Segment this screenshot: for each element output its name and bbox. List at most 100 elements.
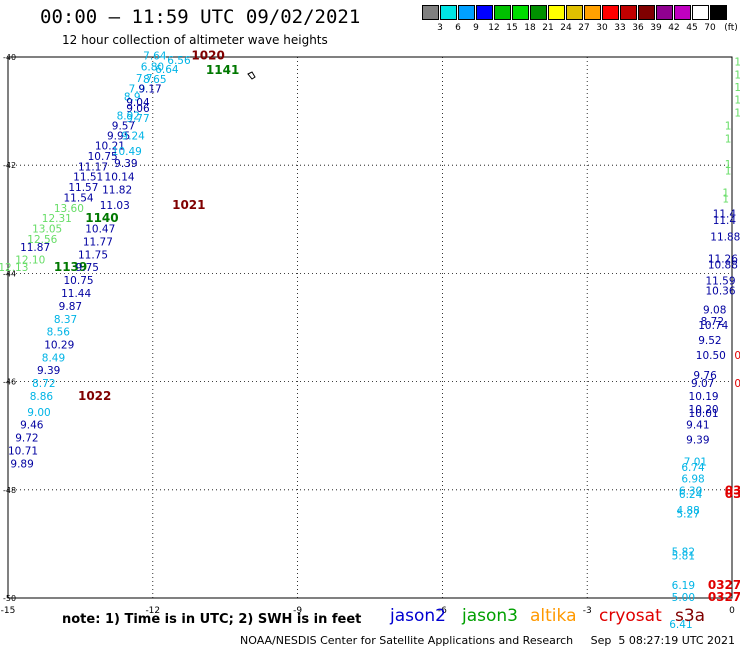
wave-height-label: 6.41	[669, 619, 692, 631]
pass-time-label: 1139	[54, 260, 87, 274]
wave-height-label: 1	[734, 56, 740, 68]
x-tick-label: -15	[1, 606, 16, 616]
wave-height-label: 10.71	[8, 445, 38, 457]
wave-height-label: 11.87	[20, 242, 50, 254]
wave-height-label: 11.44	[61, 288, 91, 300]
y-tick-label: -46	[3, 378, 16, 387]
wave-height-label: 1	[725, 121, 732, 133]
wave-height-label: 10.36	[705, 286, 735, 298]
legend-label: 6	[455, 23, 461, 33]
y-tick-label: -50	[3, 594, 16, 603]
pass-time-label: 1140	[85, 211, 118, 225]
wave-height-label: 11.59	[705, 275, 735, 287]
wave-height-label: 10.47	[85, 223, 115, 235]
wave-height-label: 10.75	[88, 151, 118, 163]
wave-height-label: 6.80	[141, 62, 164, 74]
legend-unit: (ft)	[724, 23, 738, 33]
wave-height-label: 10.49	[112, 146, 142, 158]
wave-height-label: 6.56	[167, 55, 191, 67]
wave-height-label: 1	[734, 82, 740, 94]
wave-height-label: 10.29	[44, 339, 74, 351]
wave-height-label: 11.54	[64, 193, 94, 205]
map-subtitle: 12 hour collection of altimeter wave hei…	[62, 33, 328, 47]
legend-swatch	[584, 5, 601, 20]
wave-height-label: 12.10	[15, 254, 45, 266]
pass-time-label: 1022	[78, 389, 111, 403]
pass-time-label: 1141	[206, 63, 239, 77]
wave-height-label: 1	[725, 159, 732, 171]
wave-height-label: 9.00	[27, 407, 50, 419]
wave-height-label: 1	[734, 108, 740, 120]
wave-height-label: 8.65	[143, 74, 166, 86]
y-tick-label: -40	[3, 53, 16, 62]
legend-swatch	[440, 5, 457, 20]
wave-height-label: 9.08	[703, 305, 726, 317]
wave-height-label: 5.00	[672, 592, 695, 604]
legend-label: 15	[506, 23, 518, 33]
pass-time-label: 032	[725, 483, 740, 497]
wave-height-label: 8.92	[117, 110, 140, 122]
legend-label: 9	[473, 23, 479, 33]
wave-height-label: 8.72	[32, 378, 55, 390]
wave-height-label: 10.50	[696, 350, 726, 362]
wave-height-label: 1	[734, 95, 740, 107]
wave-height-label: 1	[725, 166, 732, 178]
x-tick-label: -6	[438, 606, 447, 616]
mission-jason2: jason2	[390, 606, 446, 626]
legend-label: 27	[578, 23, 590, 33]
wave-height-label: 8.72	[701, 316, 724, 328]
wave-height-label: 9.95	[107, 130, 130, 142]
legend-label: 21	[542, 23, 554, 33]
pass-time-label: 032	[725, 487, 740, 501]
wave-height-label: 10.20	[689, 404, 719, 416]
wave-height-label: 9.39	[37, 365, 60, 377]
wave-height-label: 9.07	[691, 378, 714, 390]
wave-height-label: 6.24	[679, 489, 703, 501]
wave-height-label: 9.57	[112, 121, 135, 133]
wave-height-label: 4.88	[676, 505, 699, 517]
legend-label: 12	[488, 23, 500, 33]
wave-height-label: 9.17	[138, 83, 161, 95]
pass-time-label: 0327	[708, 590, 740, 604]
wave-height-label: 9.77	[126, 113, 149, 125]
wave-height-label: 9.75	[76, 262, 99, 274]
wave-height-label: 8.9	[124, 91, 141, 103]
wave-height-label: 10.14	[105, 172, 135, 184]
legend-label: 24	[560, 23, 572, 33]
legend-label: 39	[650, 23, 662, 33]
pass-time-label: 1021	[172, 198, 205, 212]
wave-height-label: 9.24	[121, 130, 145, 142]
legend-label: 45	[686, 23, 698, 33]
wave-height-label: 10.74	[698, 320, 728, 332]
wave-height-label: 6.64	[155, 64, 179, 76]
wave-height-label: 5.82	[672, 546, 695, 558]
wave-height-label: 7.9	[129, 83, 146, 95]
wave-height-label: 7.01	[684, 457, 707, 469]
wave-height-label: 9.41	[686, 419, 709, 431]
wave-height-label: 8.37	[54, 314, 77, 326]
legend-swatch	[566, 5, 583, 20]
wave-height-label: 11.77	[83, 236, 113, 248]
y-tick-label: -42	[3, 161, 16, 170]
legend-label: 42	[668, 23, 680, 33]
wave-height-label: 5.27	[676, 509, 699, 521]
wave-height-label: 11.75	[78, 249, 108, 261]
x-tick-label: 0	[729, 606, 735, 616]
wave-height-label: 13.05	[32, 223, 62, 235]
x-tick-label: -3	[583, 606, 592, 616]
wave-height-label: 8.86	[30, 391, 54, 403]
wave-height-label: 10.21	[95, 141, 125, 153]
wave-height-label: 10.88	[708, 260, 738, 272]
wave-height-label: 9.04	[126, 97, 150, 109]
wave-height-label: 11.57	[68, 182, 98, 194]
wave-height-label: 8.56	[47, 326, 71, 338]
legend-swatch	[494, 5, 511, 20]
wave-height-label: 9.52	[698, 335, 721, 347]
map-title: 00:00 – 11:59 UTC 09/02/2021	[40, 6, 361, 28]
wave-height-label: 11.4	[713, 215, 737, 227]
legend-swatch	[458, 5, 475, 20]
wave-height-label: 0	[734, 350, 740, 362]
wave-height-label: 10.01	[689, 408, 719, 420]
wave-height-label: 7.7	[136, 73, 153, 85]
wave-height-label: 8.49	[42, 352, 65, 364]
